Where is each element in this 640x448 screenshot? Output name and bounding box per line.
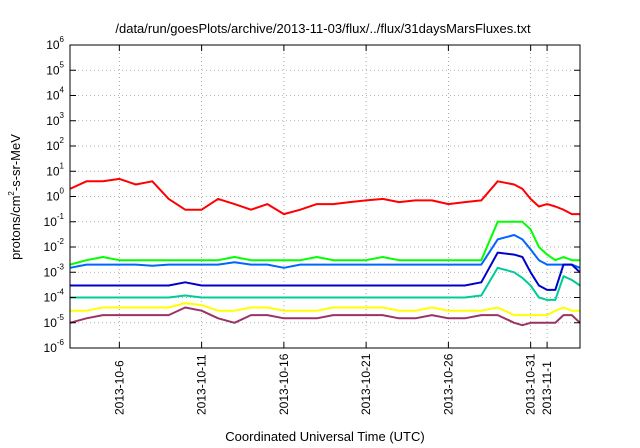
x-tick-label: 2013-11-1 [540,361,554,415]
series-line-1 [69,220,580,266]
y-tick-label: 100 [46,187,64,204]
x-axis: 2013-10-6 2013-10-11 2013-10-16 2013-10-21 2… [112,45,554,415]
series-line-5 [70,302,580,317]
y-tick-label: 105 [46,60,64,77]
y-tick-label: 10-3 [44,262,65,279]
y-tick-label: 102 [46,136,64,153]
y-tick-label: 104 [46,86,64,103]
y-tick-label: 106 [46,35,64,52]
x-tick-label: 2013-10-21 [359,353,373,415]
y-tick-label: 10-5 [44,313,65,330]
y-tick-label: 103 [46,111,64,128]
series-line-0 [69,177,580,216]
x-tick-label: 2013-10-31 [524,353,538,415]
series-line-4 [70,266,581,301]
series-line-3 [70,251,581,291]
grid [70,44,580,349]
series-line-2 [69,234,581,269]
x-tick-label: 2013-10-16 [277,353,291,415]
x-tick-label: 2013-10-11 [195,354,209,415]
y-tick-label: 10-4 [44,288,65,305]
y-tick-label: 101 [46,161,64,178]
y-tick-label: 10-1 [44,212,65,229]
series-group [69,177,581,327]
y-tick-label: 10-6 [44,338,65,355]
x-axis-label: Coordinated Universal Time (UTC) [225,429,424,444]
y-axis-label: protons/cm2-s-sr-MeV [7,134,23,260]
x-tick-label: 2013-10-6 [112,360,126,415]
y-tick-label: 10-2 [44,237,65,254]
y-axis: 10-6 10-5 10-4 10-3 10-2 10-1 100 101 102 103 104 1… [44,35,580,355]
series-line-6 [69,306,581,327]
x-tick-label: 2013-10-26 [441,353,455,415]
chart-title: /data/run/goesPlots/archive/2013-11-03/f… [115,21,531,36]
